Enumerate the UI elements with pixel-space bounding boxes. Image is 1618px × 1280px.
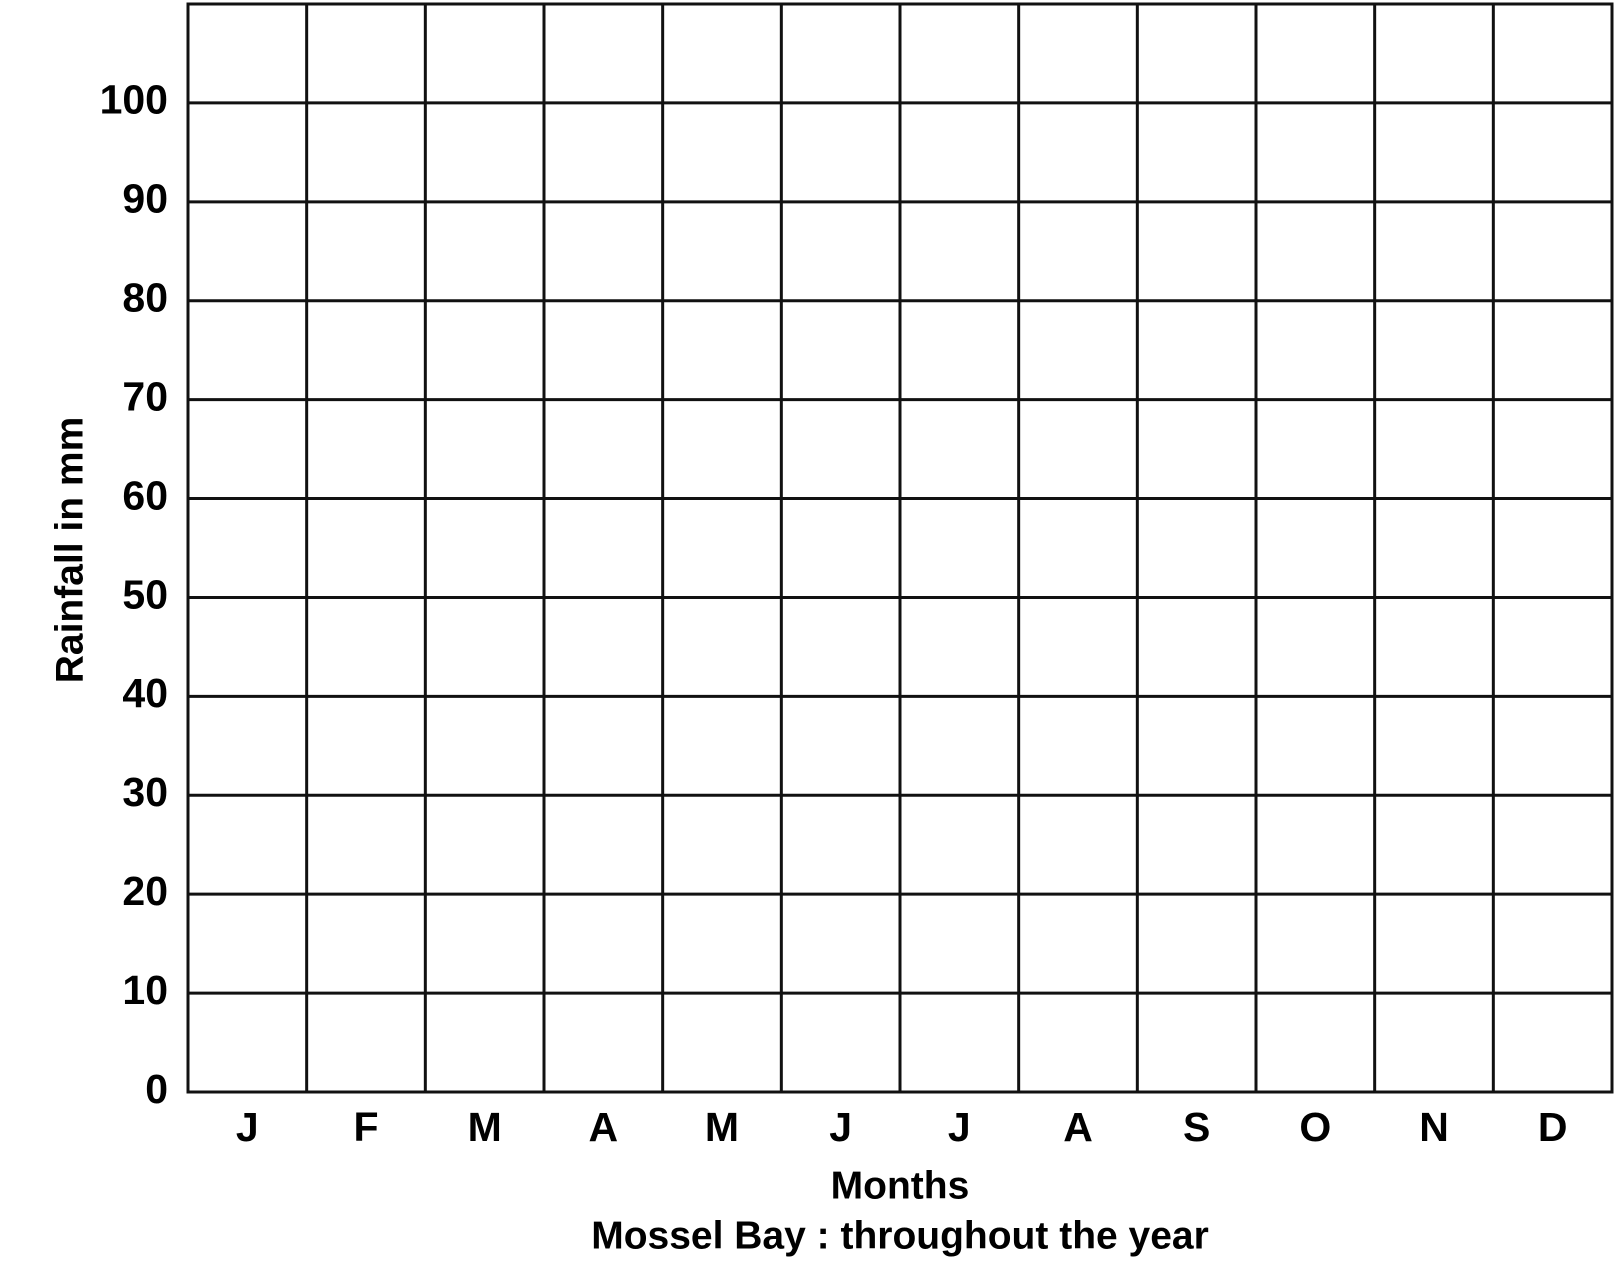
x-tick-label: N (1419, 1104, 1449, 1150)
x-tick-label: J (236, 1104, 259, 1150)
x-tick-label: J (948, 1104, 971, 1150)
x-tick-label: J (829, 1104, 852, 1150)
y-tick-label: 10 (122, 967, 168, 1013)
x-axis-label: Months (831, 1164, 970, 1207)
y-tick-label: 20 (122, 868, 168, 914)
y-tick-label: 50 (122, 571, 168, 617)
y-tick-label: 40 (122, 670, 168, 716)
x-tick-label: A (1063, 1104, 1093, 1150)
x-tick-label: S (1183, 1104, 1210, 1150)
x-tick-label: F (353, 1104, 378, 1150)
x-tick-label: D (1538, 1104, 1568, 1150)
y-tick-label: 70 (122, 373, 168, 419)
y-tick-label: 100 (100, 77, 168, 123)
y-axis-label: Rainfall in mm (48, 417, 91, 684)
y-tick-label: 80 (122, 275, 168, 321)
x-tick-label: O (1299, 1104, 1331, 1150)
y-tick-label: 90 (122, 176, 168, 222)
x-tick-label: A (589, 1104, 619, 1150)
x-tick-label: M (705, 1104, 739, 1150)
y-tick-label: 60 (122, 472, 168, 518)
x-tick-label: M (468, 1104, 502, 1150)
y-tick-label: 30 (122, 769, 168, 815)
chart-title: Mossel Bay : throughout the year (591, 1214, 1209, 1257)
y-tick-label: 0 (145, 1066, 168, 1112)
